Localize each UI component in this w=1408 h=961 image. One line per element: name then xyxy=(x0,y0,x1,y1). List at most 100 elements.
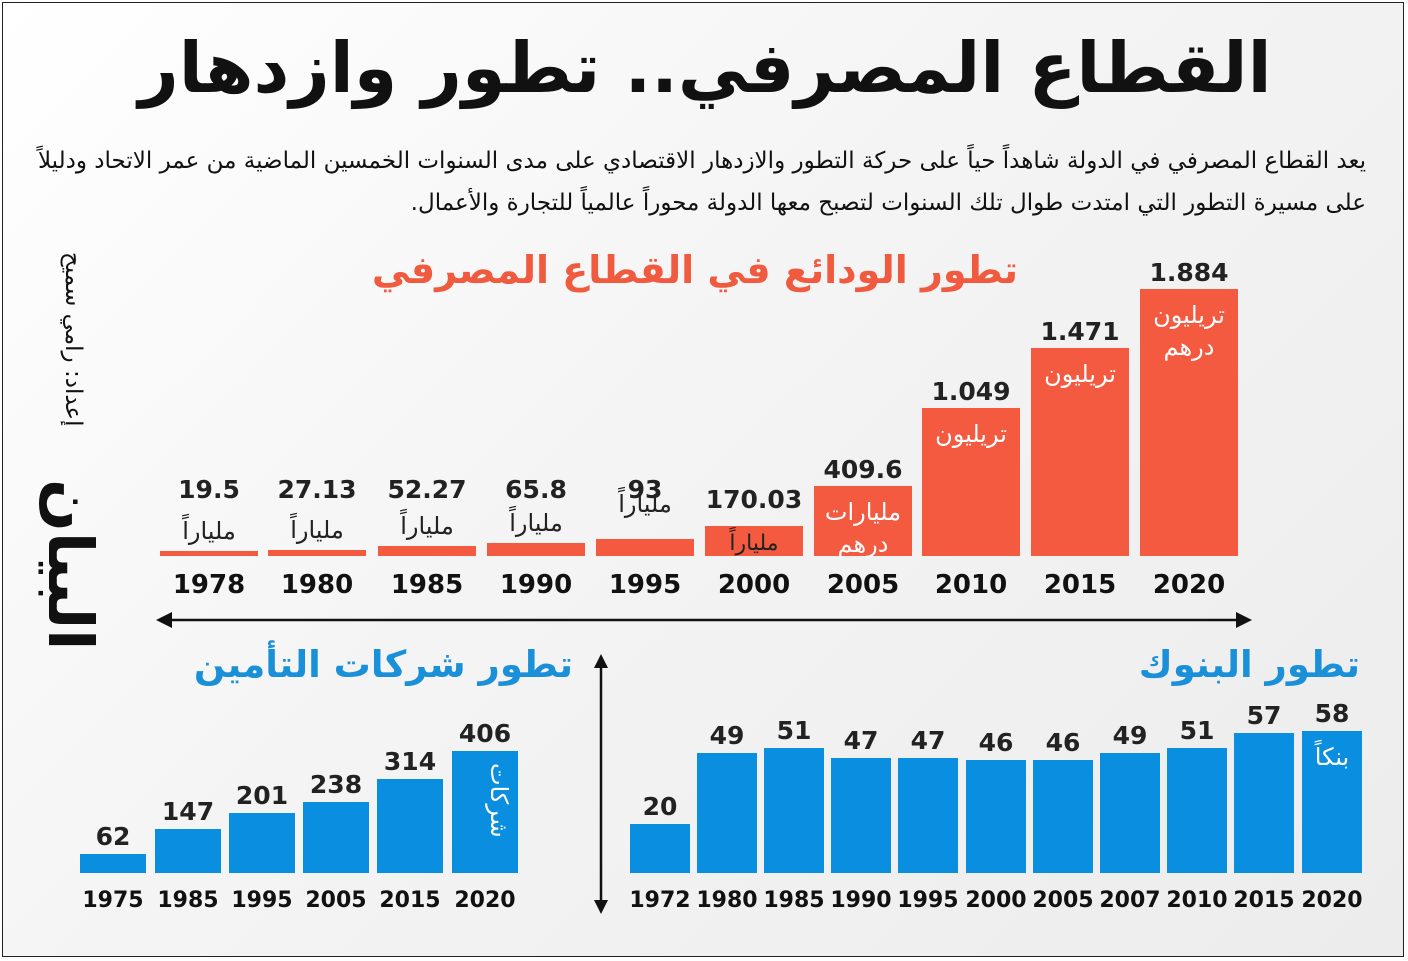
deposits-unit-line: تريليون xyxy=(1153,301,1225,329)
insurance-bar-1985 xyxy=(155,829,221,873)
deposits-unit-line: درهم xyxy=(1164,333,1215,361)
deposits-unit-label: مليارات درهم xyxy=(825,498,901,558)
insurance-year-label: 2020 xyxy=(454,888,515,913)
banks-bar-1995 xyxy=(898,758,958,873)
deposits-bar-1978 xyxy=(160,551,258,556)
deposits-year-label: 1995 xyxy=(609,570,681,600)
deposits-year-label: 2005 xyxy=(827,570,899,600)
deposits-value-label: 170.03 xyxy=(706,485,802,514)
insurance-value-label: 147 xyxy=(162,797,214,826)
insurance-bar-1995 xyxy=(229,813,295,873)
banks-value-label: 47 xyxy=(844,726,879,755)
banks-bar-2010 xyxy=(1167,748,1227,873)
deposits-bar-2000 xyxy=(705,526,803,556)
insurance-chart: 62 1975 147 1985 201 1995 238 2005 314 2015 406 202… xyxy=(80,719,518,913)
insurance-chart-title: تطور شركات التأمين xyxy=(193,643,573,686)
deposits-bar-1980 xyxy=(268,550,366,556)
insurance-value-label: 314 xyxy=(384,747,436,776)
deposits-bar-1995 xyxy=(596,539,694,556)
deposits-year-label: 2010 xyxy=(935,570,1007,600)
divider-arrow-down-icon xyxy=(594,900,608,914)
banks-year-label: 1985 xyxy=(763,888,824,913)
page-title: القطاع المصرفي.. تطور وازدهار xyxy=(138,27,1272,109)
banks-value-label: 49 xyxy=(1113,721,1148,750)
banks-bar-2007 xyxy=(1100,753,1160,873)
deposits-bar-2020 xyxy=(1140,289,1238,556)
insurance-year-label: 2005 xyxy=(305,888,366,913)
deposits-year-label: 2020 xyxy=(1153,570,1225,600)
deposits-unit-label: ملياراً xyxy=(290,513,344,544)
deposits-unit-line: درهم xyxy=(838,530,889,558)
insurance-year-label: 2015 xyxy=(379,888,440,913)
deposits-unit-label: ملياراً xyxy=(182,514,236,545)
insurance-value-label: 238 xyxy=(310,770,362,799)
insurance-unit-label: شركات xyxy=(485,763,513,838)
insurance-value-label: 62 xyxy=(96,822,131,851)
banks-year-label: 2005 xyxy=(1032,888,1093,913)
banks-bar-2000 xyxy=(966,760,1026,873)
deposits-bar-1985 xyxy=(378,546,476,556)
deposits-unit-label: ملياراً xyxy=(400,509,454,540)
banks-bar-2005 xyxy=(1033,760,1093,873)
deposits-year-label: 2015 xyxy=(1044,570,1116,600)
deposits-unit-label: ملياراً xyxy=(729,526,779,556)
author-credit: إعداد: رامي سميح xyxy=(60,252,86,427)
banks-year-label: 1990 xyxy=(830,888,891,913)
deposits-bar-2005 xyxy=(814,486,912,556)
banks-bar-1985 xyxy=(764,748,824,873)
insurance-value-label: 406 xyxy=(459,719,511,748)
banks-value-label: 57 xyxy=(1247,701,1282,730)
banks-bar-1980 xyxy=(697,753,757,873)
publisher-logo: البيان xyxy=(34,478,107,650)
banks-value-label: 47 xyxy=(911,726,946,755)
banks-value-label: 46 xyxy=(1046,728,1081,757)
axis-arrow-right-icon xyxy=(1236,612,1252,628)
banks-value-label: 20 xyxy=(643,792,678,821)
deposits-unit-label: تريليون xyxy=(935,420,1007,448)
deposits-unit-label: تريليون xyxy=(1044,360,1116,388)
banks-value-label: 58 xyxy=(1315,699,1350,728)
deposits-value-label: 19.5 xyxy=(178,475,240,504)
deposits-year-label: 1980 xyxy=(281,570,353,600)
banks-unit-label: بنكاً xyxy=(1314,740,1349,771)
deposits-value-label: 1.884 xyxy=(1149,258,1228,287)
deposits-unit-label: ملياراً xyxy=(509,506,563,537)
deposits-value-label: 1.471 xyxy=(1040,317,1119,346)
banks-year-label: 2007 xyxy=(1099,888,1160,913)
insurance-year-label: 1995 xyxy=(231,888,292,913)
banks-value-label: 49 xyxy=(710,721,745,750)
banks-year-label: 2020 xyxy=(1301,888,1362,913)
banks-value-label: 46 xyxy=(979,728,1014,757)
deposits-value-label: 1.049 xyxy=(931,377,1010,406)
banks-year-label: 2010 xyxy=(1166,888,1227,913)
banks-bar-1972 xyxy=(630,824,690,873)
insurance-year-label: 1985 xyxy=(157,888,218,913)
deposits-value-label: 27.13 xyxy=(277,475,356,504)
deposits-chart: 1978 19.5 ملياراً 1980 27.13 ملياراً 1985 52.27… xyxy=(160,258,1238,600)
deposits-value-label: 52.27 xyxy=(387,475,466,504)
banks-value-label: 51 xyxy=(777,716,812,745)
deposits-bar-2010 xyxy=(922,408,1020,556)
insurance-value-label: 201 xyxy=(236,781,288,810)
banks-year-label: 2015 xyxy=(1233,888,1294,913)
banks-bar-2020 xyxy=(1302,731,1362,873)
banks-bar-2015 xyxy=(1234,733,1294,873)
divider-arrow-up-icon xyxy=(594,654,608,668)
deposits-year-label: 2000 xyxy=(718,570,790,600)
insurance-bar-1975 xyxy=(80,854,146,873)
banks-year-label: 2000 xyxy=(965,888,1026,913)
deposits-bar-2015 xyxy=(1031,348,1129,556)
deposits-unit-label: تريليون درهم xyxy=(1153,301,1225,361)
banks-chart-title: تطور البنوك xyxy=(1138,643,1360,686)
deposits-unit-label: ملياراً xyxy=(618,487,672,518)
banks-year-label: 1980 xyxy=(696,888,757,913)
banks-year-label: 1972 xyxy=(629,888,690,913)
deposits-chart-title: تطور الودائع في القطاع المصرفي xyxy=(371,248,1018,292)
deposits-year-label: 1985 xyxy=(391,570,463,600)
banks-bar-1990 xyxy=(831,758,891,873)
banks-year-label: 1995 xyxy=(897,888,958,913)
deposits-year-label: 1990 xyxy=(500,570,572,600)
deposits-value-label: 93 xyxy=(628,475,663,504)
deposits-value-label: 65.8 xyxy=(505,475,567,504)
